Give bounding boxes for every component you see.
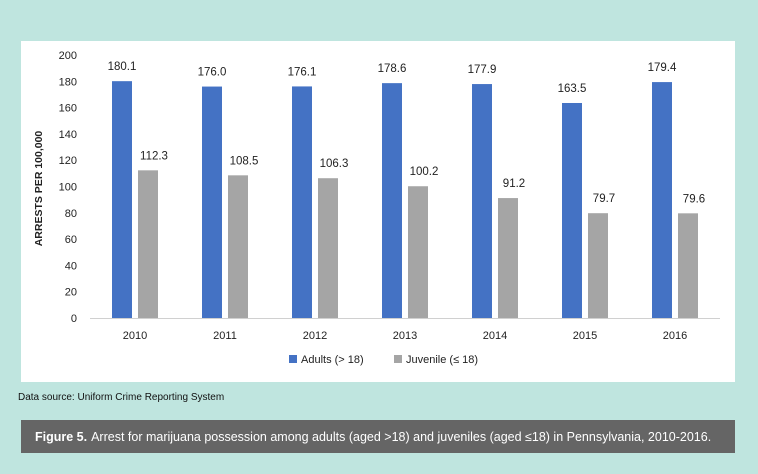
data-label: 112.3 bbox=[140, 150, 168, 162]
data-label: 106.3 bbox=[320, 158, 349, 170]
data-label: 108.5 bbox=[230, 155, 259, 167]
x-tick-label: 2015 bbox=[573, 330, 597, 342]
chart-panel: 0 20 40 60 80 100 120 140 160 180 200 ARRESTS PER 1… bbox=[21, 41, 735, 382]
data-label: 179.4 bbox=[648, 62, 677, 74]
bar-juvenile bbox=[678, 213, 698, 318]
legend-swatch bbox=[394, 355, 402, 363]
data-label: 180.1 bbox=[108, 61, 137, 73]
data-label: 178.6 bbox=[378, 63, 407, 75]
y-tick-label: 60 bbox=[65, 234, 77, 246]
bar-adults bbox=[292, 86, 312, 318]
y-tick-label: 120 bbox=[59, 155, 77, 167]
bar-adults bbox=[472, 84, 492, 319]
bar-adults bbox=[562, 102, 582, 318]
y-tick-label: 180 bbox=[59, 76, 77, 88]
legend-label: Juvenile (≤ 18) bbox=[406, 354, 478, 366]
data-label: 176.0 bbox=[198, 67, 227, 79]
data-source-note: Data source: Uniform Crime Reporting Sys… bbox=[18, 392, 225, 403]
x-tick-label: 2011 bbox=[213, 330, 237, 342]
y-tick-label: 80 bbox=[65, 208, 77, 220]
data-label: 100.2 bbox=[410, 166, 439, 178]
legend-swatch bbox=[289, 355, 297, 363]
y-axis-title: ARRESTS PER 100,000 bbox=[33, 131, 45, 247]
bar-adults bbox=[112, 81, 132, 318]
y-tick-label: 40 bbox=[65, 260, 77, 272]
x-tick-label: 2014 bbox=[483, 330, 507, 342]
data-label: 177.9 bbox=[468, 64, 497, 76]
x-tick-label: 2013 bbox=[393, 330, 417, 342]
data-label: 163.5 bbox=[558, 83, 587, 95]
bar-juvenile bbox=[588, 213, 608, 318]
data-label: 176.1 bbox=[288, 66, 317, 78]
legend-label: Adults (> 18) bbox=[301, 354, 364, 366]
x-tick-label: 2016 bbox=[663, 330, 687, 342]
x-tick-label: 2010 bbox=[123, 330, 147, 342]
y-tick-label: 140 bbox=[59, 129, 77, 141]
data-label: 79.6 bbox=[683, 193, 705, 205]
y-tick-label: 100 bbox=[59, 182, 77, 194]
y-tick-label: 200 bbox=[59, 50, 77, 62]
y-tick-label: 0 bbox=[71, 313, 77, 325]
bar-juvenile bbox=[228, 175, 248, 318]
figure-caption-text: Arrest for marijuana possession among ad… bbox=[91, 429, 712, 444]
bar-adults bbox=[202, 86, 222, 318]
figure-caption-label: Figure 5. bbox=[35, 429, 88, 444]
bar-juvenile bbox=[498, 198, 518, 318]
data-label: 91.2 bbox=[503, 178, 525, 190]
bar-juvenile bbox=[408, 186, 428, 318]
bar-adults bbox=[652, 82, 672, 318]
bar-chart: 0 20 40 60 80 100 120 140 160 180 200 ARRESTS PER 1… bbox=[33, 50, 720, 366]
data-label: 79.7 bbox=[593, 193, 615, 205]
y-tick-label: 20 bbox=[65, 287, 77, 299]
bar-adults bbox=[382, 83, 402, 319]
figure-caption: Figure 5. Arrest for marijuana possessio… bbox=[21, 420, 735, 453]
y-tick-label: 160 bbox=[59, 103, 77, 115]
bar-juvenile bbox=[138, 170, 158, 318]
x-tick-label: 2012 bbox=[303, 330, 327, 342]
bar-juvenile bbox=[318, 178, 338, 318]
